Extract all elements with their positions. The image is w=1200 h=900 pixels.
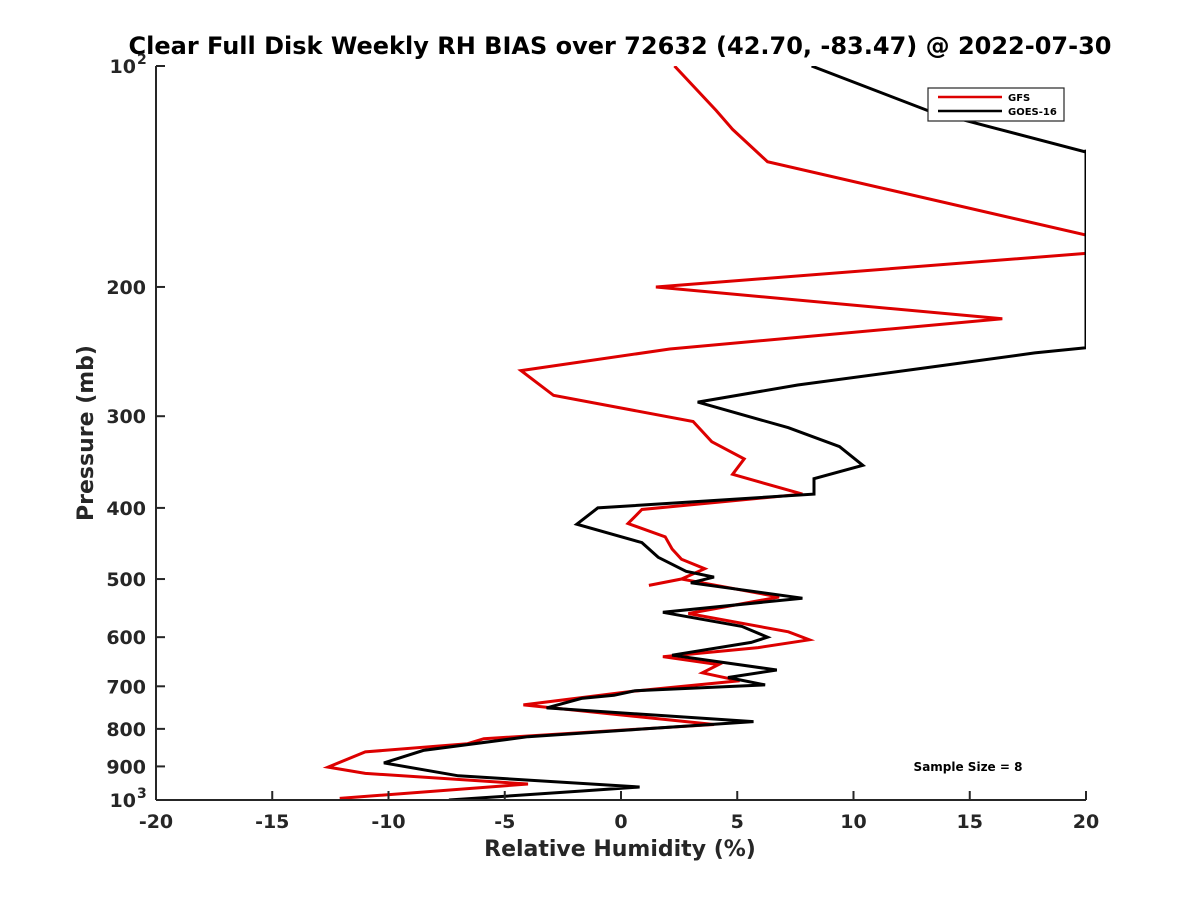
x-tick-label: 5 (731, 811, 744, 833)
x-axis-label: Relative Humidity (%) (484, 837, 756, 862)
plot-area: -20 -15 -10 -5 0 5 10 15 20 10 220030040050060070… (106, 52, 1099, 833)
x-tick-label: 0 (614, 811, 627, 833)
y-tick-label: 700 (106, 676, 146, 698)
y-tick-label: 800 (106, 719, 146, 741)
sample-size-annotation: Sample Size = 8 (914, 760, 1023, 774)
y-tick-label: 300 (106, 406, 146, 428)
x-tick-label: -15 (255, 811, 289, 833)
legend: GFS GOES-16 (927, 87, 1065, 122)
x-tick-label: 10 (840, 811, 866, 833)
x-tick-label: 20 (1073, 811, 1099, 833)
x-tick-label: 15 (957, 811, 983, 833)
y-tick-label: 200 (106, 277, 146, 299)
y-tick-exponent: 2 (137, 52, 147, 68)
legend-box (927, 87, 1065, 122)
chart-title: Clear Full Disk Weekly RH BIAS over 7263… (129, 32, 1112, 60)
legend-label-gfs: GFS (1008, 93, 1030, 104)
series-line-goes-16 (383, 66, 1086, 800)
y-tick-label: 500 (106, 569, 146, 591)
plot-frame (156, 66, 1086, 800)
y-tick-exponent: 3 (137, 786, 147, 802)
y-tick-label: 900 (106, 756, 146, 778)
y-tick-label: 10 (110, 56, 136, 78)
x-tick-label: -20 (139, 811, 173, 833)
x-tick-label: -5 (494, 811, 515, 833)
x-tick-label: -10 (371, 811, 405, 833)
y-tick-label: 400 (106, 498, 146, 520)
legend-label-goes-16: GOES-16 (1008, 107, 1057, 118)
y-tick-label: 600 (106, 627, 146, 649)
y-axis-label: Pressure (mb) (74, 345, 99, 521)
y-tick-label: 10 (110, 790, 136, 812)
